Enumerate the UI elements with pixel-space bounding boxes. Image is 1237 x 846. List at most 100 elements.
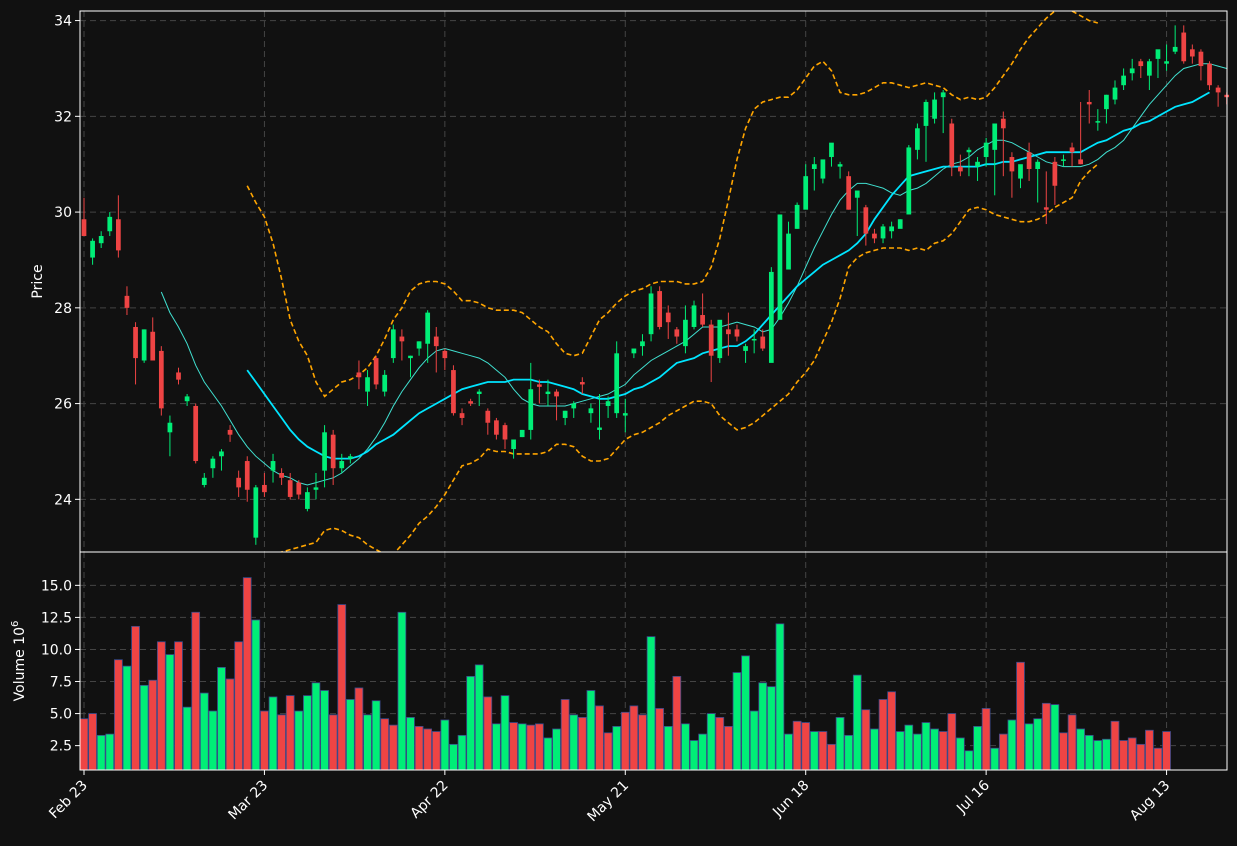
candle-body [1026, 152, 1032, 169]
candle-body [279, 473, 284, 478]
upper-band-line [246, 11, 1099, 398]
volume-axis-exponent: 6 [10, 621, 21, 627]
volume-bar [852, 674, 862, 771]
volume-axis-label: Volume 106 [10, 621, 28, 702]
volume-bar [964, 750, 974, 771]
candle-body [1043, 207, 1049, 210]
volume-bar [1050, 704, 1060, 771]
candle-body [889, 226, 894, 232]
candle-body [1086, 101, 1092, 105]
volume-bar [766, 686, 776, 771]
candle-body [897, 219, 903, 229]
volume-bar [1127, 737, 1137, 771]
candle-body [476, 391, 482, 395]
candle-body [511, 439, 516, 450]
volume-bar [646, 636, 656, 771]
volume-bar [191, 611, 201, 771]
candle-body [571, 403, 577, 409]
volume-bar [775, 623, 785, 771]
candle-body [373, 358, 379, 385]
volume-bar [431, 731, 441, 771]
candle-body [1104, 94, 1109, 110]
volume-bar [131, 625, 140, 771]
volume-bar [998, 733, 1008, 771]
volume-bar [612, 726, 622, 771]
volume-tick-label: 12.5 [41, 610, 72, 626]
volume-bar [114, 659, 123, 771]
candle-body [760, 336, 766, 349]
candle-body [1207, 63, 1212, 86]
volume-bar [363, 714, 372, 771]
volume-bar [139, 684, 149, 771]
candle-body [494, 420, 499, 435]
candle-body [622, 413, 628, 416]
candle-body [167, 422, 173, 433]
candle-body [141, 329, 147, 361]
volume-bar [242, 577, 252, 771]
volume-bar [449, 743, 458, 771]
candle-body [468, 401, 473, 404]
candle-body [1164, 61, 1169, 64]
volume-tick-label: 7.5 [50, 675, 72, 691]
volume-bar [672, 675, 682, 771]
volume-bar [88, 713, 97, 771]
volume-bar [96, 734, 106, 771]
volume-bar [354, 687, 364, 771]
candle-body [545, 391, 551, 395]
volume-tick-label: 5.0 [50, 707, 72, 723]
candle-body [614, 353, 620, 414]
volume-bar [655, 708, 665, 771]
candle-body [768, 271, 774, 363]
volume-bar [689, 740, 699, 771]
candle-body [837, 164, 843, 167]
volume-bar [663, 726, 673, 771]
candle-body [322, 432, 327, 471]
volume-bar [552, 728, 561, 771]
candle-body [975, 161, 980, 167]
price-tick-label: 26 [54, 397, 72, 413]
candle-body [1155, 49, 1161, 59]
candle-body [253, 487, 259, 538]
candle-body [665, 312, 671, 323]
volume-bar [526, 724, 536, 771]
volume-bar [174, 641, 183, 771]
candle-body [820, 159, 826, 179]
candle-body [854, 190, 860, 198]
volume-bar [1110, 720, 1120, 771]
volume-bar [1136, 743, 1146, 771]
candle-body [708, 324, 714, 356]
volume-bar [517, 723, 527, 771]
volume-bar [921, 722, 931, 771]
volume-bar [423, 728, 433, 771]
volume-bar [913, 733, 922, 771]
candle-body [932, 99, 937, 119]
volume-bar [492, 723, 501, 771]
candle-body [1052, 161, 1058, 186]
volume-bar [414, 726, 424, 771]
volume-bar [947, 713, 957, 771]
volume-bar [638, 714, 647, 771]
lower-band-line [278, 163, 1099, 552]
volume-bar [706, 713, 716, 771]
volume-bar [586, 690, 596, 771]
candle-body [451, 370, 456, 414]
volume-bar [681, 723, 690, 771]
volume-bar [440, 719, 450, 771]
volume-bar [844, 734, 854, 771]
candle-body [219, 451, 224, 457]
price-tick-label: 28 [54, 301, 72, 317]
candle-body [90, 240, 95, 258]
volume-bar [938, 731, 948, 771]
volume-bars [79, 577, 1171, 771]
volume-bar [148, 679, 158, 771]
candle-body [107, 216, 113, 232]
candle-body [1147, 61, 1152, 76]
candle-body [1138, 61, 1144, 67]
candle-body [519, 429, 525, 438]
candle-body [949, 123, 955, 167]
candle-body [1129, 68, 1135, 74]
candle-body [1069, 147, 1075, 153]
candle-body [726, 329, 731, 335]
volume-tick-label: 15.0 [41, 578, 72, 594]
volume-bar [303, 695, 312, 771]
